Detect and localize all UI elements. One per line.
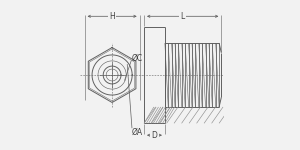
Text: D: D xyxy=(152,131,158,140)
Text: L: L xyxy=(181,12,185,21)
Text: ØA: ØA xyxy=(131,128,142,137)
Text: ØC: ØC xyxy=(131,53,142,62)
Text: H: H xyxy=(109,12,115,21)
